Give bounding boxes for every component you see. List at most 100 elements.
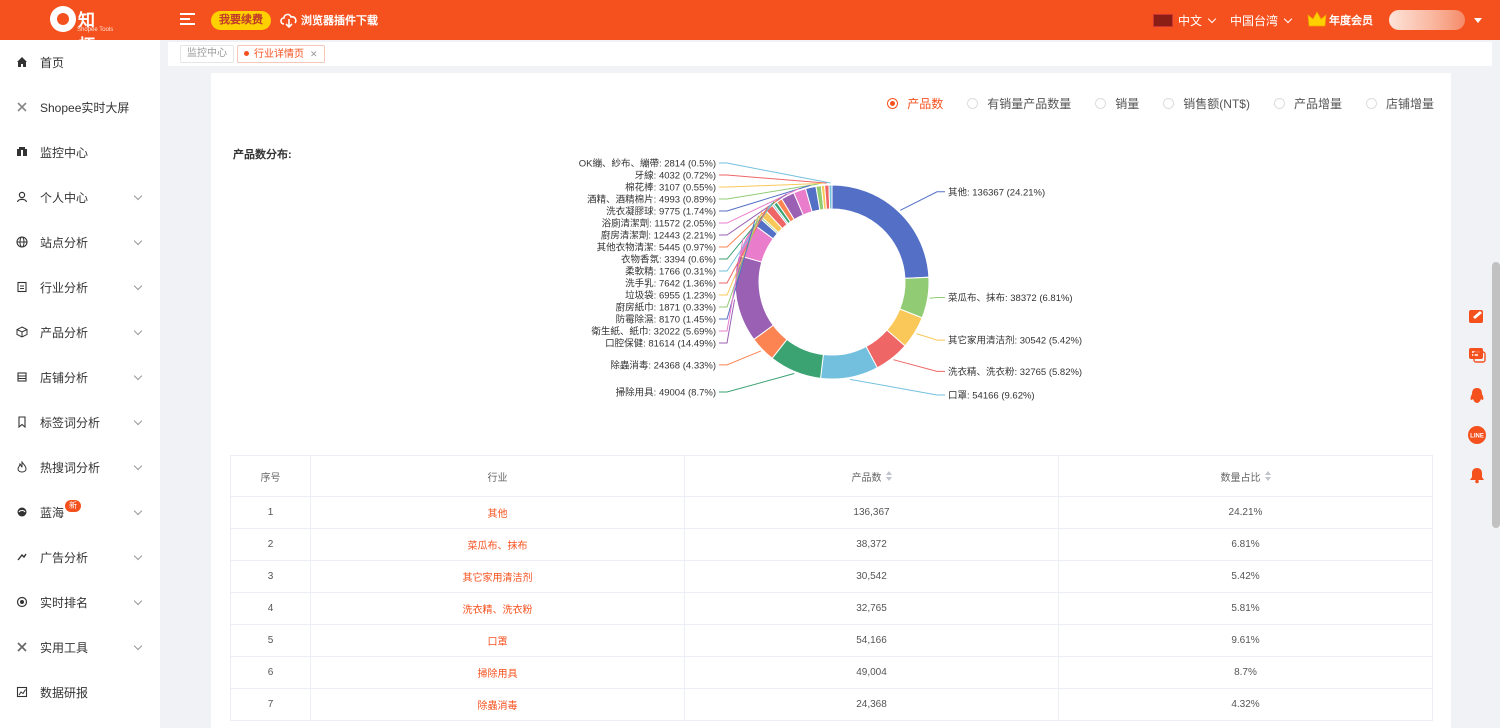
sidebar-item-label: 实用工具 [40,640,89,655]
radio-sales-amount[interactable]: 销售额(NT$) [1163,95,1250,112]
message-icon[interactable] [1467,345,1487,365]
row-index: 7 [231,689,311,720]
industry-link[interactable]: 掃除用具 [477,669,518,680]
slice-label: 洗衣凝膠球: 9775 (1.74%) [606,206,716,218]
header-label: 产品数 [851,472,882,484]
bell-icon[interactable] [1467,465,1487,485]
chevron-down-icon [133,326,143,335]
sidebar-item-industry-analysis[interactable]: 行业分析 [0,265,160,309]
slice-label: 洗衣精、洗衣粉: 32765 (5.82%) [948,366,1082,378]
crown-icon [1307,11,1327,27]
slice-label: 其他: 136367 (24.21%) [948,186,1045,198]
sidebar-item-product-analysis[interactable]: 产品分析 [0,310,160,354]
sidebar-item-store-analysis[interactable]: 店铺分析 [0,355,160,399]
donut-slice[interactable] [819,345,878,380]
brand-subtitle: Shopee Tools [77,27,114,33]
row-share: 9.61% [1231,635,1260,646]
renew-button[interactable]: 我要续费 [211,11,271,30]
radio-product-count[interactable]: 产品数 [887,95,943,112]
user-menu[interactable] [1389,10,1482,30]
radio-circle [1365,98,1377,109]
region-select[interactable]: 中国台湾 [1230,11,1293,29]
label-leader-line [719,203,773,272]
slice-label: 其他衣物清潔: 5445 (0.97%) [597,242,716,254]
sidebar-item-personal[interactable]: 个人中心 [0,175,160,219]
tab-industry-detail[interactable]: 行业详情页 ✕ [237,45,325,63]
radio-products-with-sales[interactable]: 有销量产品数量 [967,95,1071,112]
member-badge[interactable]: 年度会员 [1307,9,1373,31]
slice-label: 衛生紙、紙巾: 32022 (5.69%) [591,326,716,338]
line-icon[interactable]: LINE [1467,425,1487,445]
radio-store-increment[interactable]: 店铺增量 [1365,95,1434,112]
table-row: 4 洗衣精、洗衣粉 32,765 5.81% [231,593,1432,625]
slice-label: 掃除用具: 49004 (8.7%) [616,386,716,398]
edit-icon[interactable] [1467,306,1487,326]
sidebar-item-ad-analysis[interactable]: 广告分析 [0,535,160,579]
slice-label: 棉花棒: 3107 (0.55%) [625,182,716,194]
radio-label: 有销量产品数量 [987,97,1072,111]
header-share[interactable]: 数量占比 [1059,456,1432,496]
sidebar-item-report[interactable]: 数据研报 [0,670,160,714]
table-row: 1 其他 136,367 24.21% [231,497,1432,529]
industry-link[interactable]: 其他 [487,509,508,520]
sidebar-item-home[interactable]: 首页 [0,40,160,84]
industry-link[interactable]: 除蟲消毒 [477,701,518,712]
header-index: 序号 [231,456,311,496]
radio-label: 销售额(NT$) [1183,97,1250,111]
sidebar-item-tools[interactable]: 实用工具 [0,625,160,669]
industry-link[interactable]: 其它家用清洁剂 [462,573,533,584]
table-row: 6 掃除用具 49,004 8.7% [231,657,1432,689]
label-leader-line [719,183,819,200]
industry-link[interactable]: 洗衣精、洗衣粉 [462,605,533,616]
radio-label: 销量 [1115,97,1140,111]
box-icon [16,326,28,338]
sidebar-item-monitor[interactable]: 监控中心 [0,130,160,174]
sidebar-item-hot-search[interactable]: 热搜词分析 [0,445,160,489]
ocean-icon [16,506,28,518]
slice-label: 牙線: 4032 (0.72%) [635,170,716,182]
sidebar-item-label: Shopee实时大屏 [40,100,130,115]
chevron-down-icon [133,191,143,200]
industry-link[interactable]: 菜瓜布、抹布 [467,541,528,552]
sidebar-item-label: 监控中心 [40,145,89,160]
active-dot-icon [244,50,249,56]
radio-product-increment[interactable]: 产品增量 [1273,95,1342,112]
label-leader-line [893,359,945,372]
logo[interactable]: 知虾 Shopee Tools [50,4,114,55]
slice-label: 垃圾袋: 6955 (1.23%) [625,290,716,302]
language-select[interactable]: 中文 [1153,11,1217,29]
chevron-down-icon [1207,14,1217,23]
header-industry: 行业 [311,456,685,496]
qq-icon[interactable] [1467,386,1487,406]
scrollbar[interactable] [1492,262,1500,528]
slice-label: 除蟲消毒: 24368 (4.33%) [610,359,716,371]
table-row: 3 其它家用清洁剂 30,542 5.42% [231,561,1432,593]
sidebar-item-blue-ocean[interactable]: 蓝海新 [0,490,160,534]
flag-icon [1153,13,1173,27]
table-header-row: 序号 行业 产品数 数量占比 [231,456,1432,497]
sort-icon[interactable] [885,471,892,481]
radio-label: 店铺增量 [1385,97,1434,111]
label-leader-line [719,162,831,184]
header-product-count[interactable]: 产品数 [685,456,1059,496]
row-share: 4.32% [1231,699,1260,710]
donut-slice[interactable] [831,184,930,279]
chevron-down-icon [133,236,143,245]
sidebar-item-tag-analysis[interactable]: 标签词分析 [0,400,160,444]
tab-monitor-center[interactable]: 监控中心 [180,45,234,63]
donut-slice[interactable] [828,184,833,210]
sidebar-item-realtime-screen[interactable]: Shopee实时大屏 [0,85,160,129]
sidebar-item-site-analysis[interactable]: 站点分析 [0,220,160,264]
row-index: 3 [231,561,311,592]
close-icon[interactable]: ✕ [310,49,318,59]
menu-toggle-icon[interactable] [180,12,195,26]
sidebar-item-label: 蓝海新 [40,499,82,521]
plugin-download-label: 浏览器插件下载 [301,15,378,27]
sidebar-item-label: 个人中心 [40,190,89,205]
row-industry: 菜瓜布、抹布 [311,529,685,560]
sidebar-item-realtime-rank[interactable]: 实时排名 [0,580,160,624]
plugin-download-link[interactable]: 浏览器插件下载 [279,10,378,30]
sort-icon[interactable] [1264,471,1271,481]
radio-sales-volume[interactable]: 销量 [1095,95,1139,112]
industry-link[interactable]: 口罩 [487,637,508,648]
